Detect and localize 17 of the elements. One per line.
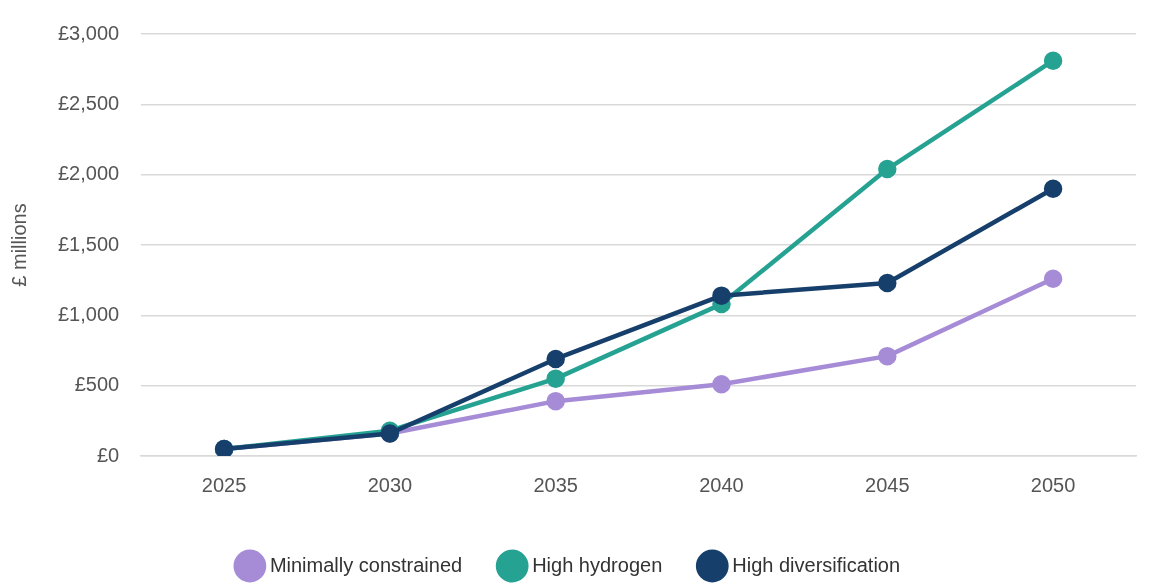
legend-label: High diversification	[732, 553, 901, 576]
y-tick-label: £0	[96, 443, 120, 466]
x-tick-label: 2025	[201, 473, 247, 496]
x-tick-label: 2045	[865, 473, 910, 496]
legend-label: Minimally constrained	[269, 553, 463, 576]
x-tick-label: 2040	[699, 473, 744, 496]
y-tick-label: £1,500	[58, 232, 120, 255]
x-tick-label: 2035	[533, 473, 578, 496]
y-tick-label: £1,000	[58, 302, 120, 325]
y-tick-label: £500	[74, 373, 120, 396]
y-tick-label: £2,000	[58, 162, 120, 185]
legend-label: High hydrogen	[532, 553, 663, 576]
y-tick-label: £2,500	[58, 91, 120, 114]
x-tick-label: 2050	[1030, 473, 1076, 496]
y-axis-title: £ millions	[7, 203, 30, 287]
x-tick-label: 2030	[367, 473, 413, 496]
y-tick-label: £3,000	[58, 21, 120, 44]
